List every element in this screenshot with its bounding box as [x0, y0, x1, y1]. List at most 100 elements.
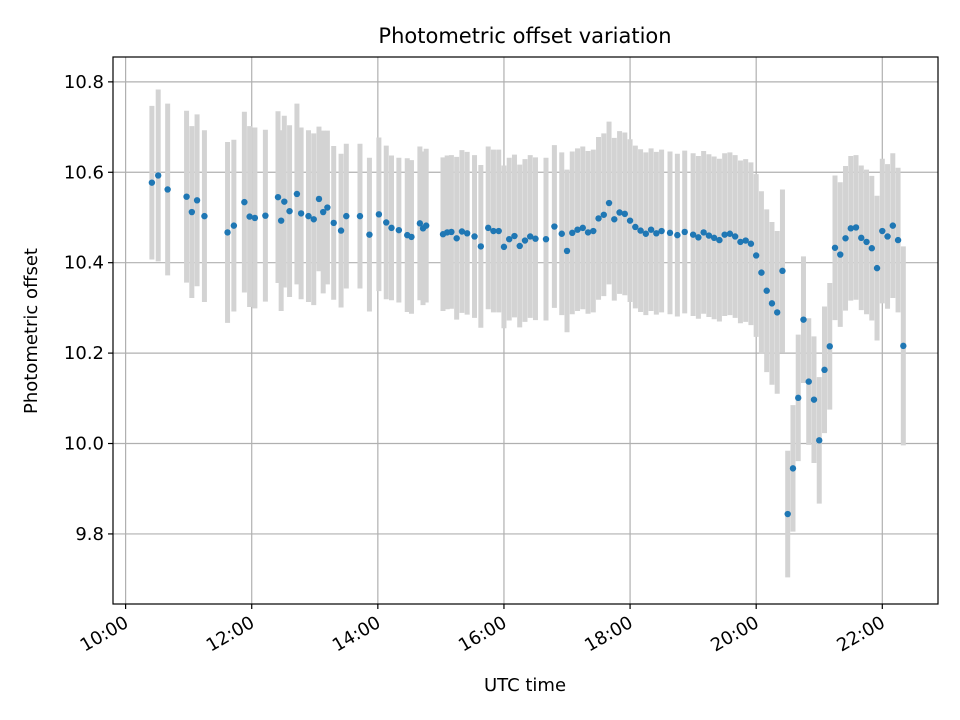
data-point — [752, 252, 760, 259]
data-point — [500, 243, 508, 251]
grid-layer — [113, 57, 938, 604]
data-point — [716, 236, 723, 244]
data-point — [315, 195, 323, 203]
data-point — [154, 172, 162, 179]
data-point — [521, 237, 529, 244]
data-point — [626, 217, 634, 224]
data-point — [241, 198, 248, 206]
data-point — [453, 235, 460, 242]
data-point — [590, 227, 597, 235]
data-point — [611, 216, 618, 223]
y-tick-label: 10.8 — [64, 72, 104, 93]
data-point — [395, 226, 403, 234]
data-point — [448, 228, 455, 236]
data-point — [330, 219, 337, 227]
data-point — [647, 226, 655, 233]
data-point — [408, 233, 415, 241]
plot-frame — [112, 56, 939, 605]
data-point — [305, 212, 312, 220]
data-point — [532, 235, 539, 242]
data-point — [600, 211, 607, 218]
data-point — [584, 229, 592, 236]
data-point — [847, 225, 854, 232]
data-point — [795, 394, 802, 402]
data-point — [484, 224, 492, 232]
chart-title: Photometric offset variation — [378, 24, 671, 48]
data-point — [183, 193, 190, 200]
data-point — [900, 342, 907, 350]
data-point — [879, 227, 886, 235]
y-tick-label: 10.2 — [64, 343, 104, 364]
data-point — [477, 243, 485, 250]
data-point — [821, 366, 828, 374]
data-point — [251, 214, 259, 222]
data-point — [884, 233, 891, 240]
y-tick-label: 9.8 — [75, 524, 104, 545]
data-point — [863, 238, 870, 246]
data-point — [286, 207, 293, 215]
data-point — [569, 229, 576, 237]
data-point — [224, 229, 231, 236]
data-point — [731, 233, 739, 240]
data-point — [511, 232, 518, 240]
data-point — [188, 208, 196, 216]
data-point — [653, 230, 660, 237]
data-point — [705, 232, 713, 239]
data-point — [800, 316, 807, 323]
data-point — [632, 223, 639, 231]
data-point — [700, 229, 707, 236]
data-point — [506, 235, 513, 243]
data-point — [262, 212, 269, 219]
x-tick-label: 12:00 — [203, 612, 258, 656]
data-point — [605, 199, 613, 207]
data-point — [516, 242, 523, 250]
data-point — [763, 287, 770, 294]
x-tick-label: 14:00 — [329, 612, 384, 656]
y-tick-label: 10.0 — [64, 434, 104, 455]
data-point — [784, 510, 791, 518]
data-point — [558, 230, 565, 237]
data-point — [837, 251, 844, 258]
data-point — [726, 230, 734, 237]
data-point — [201, 212, 208, 220]
data-point — [356, 212, 364, 220]
data-point — [810, 396, 818, 403]
data-point — [527, 233, 534, 240]
x-tick-label: 18:00 — [581, 612, 636, 656]
data-point — [595, 215, 602, 222]
data-point — [422, 222, 430, 229]
data-point — [375, 211, 383, 218]
data-point — [383, 219, 390, 226]
data-point — [388, 224, 395, 232]
data-point — [621, 210, 629, 218]
data-point — [831, 244, 839, 251]
data-point — [366, 231, 373, 238]
data-point — [681, 228, 688, 236]
data-point — [721, 231, 728, 238]
point-layer — [148, 172, 907, 518]
errorbar-layer — [149, 89, 906, 578]
y-tick-label: 10.4 — [64, 253, 104, 274]
data-point — [789, 465, 797, 472]
data-point — [695, 234, 702, 241]
data-point — [710, 234, 718, 242]
data-point — [742, 237, 749, 244]
data-point — [737, 238, 744, 246]
data-point — [337, 227, 345, 234]
data-point — [858, 234, 865, 242]
data-point — [542, 235, 550, 243]
data-point — [779, 267, 786, 275]
data-point — [868, 245, 875, 252]
data-point — [164, 186, 171, 193]
data-point — [458, 228, 466, 235]
data-point — [495, 227, 502, 235]
data-point — [894, 236, 902, 244]
data-point — [310, 216, 317, 223]
data-point — [416, 220, 424, 227]
y-tick-label: 10.6 — [64, 162, 104, 183]
data-point — [463, 230, 471, 237]
data-point — [826, 343, 833, 350]
data-point — [274, 193, 282, 201]
data-point — [889, 222, 897, 229]
data-point — [852, 224, 860, 231]
